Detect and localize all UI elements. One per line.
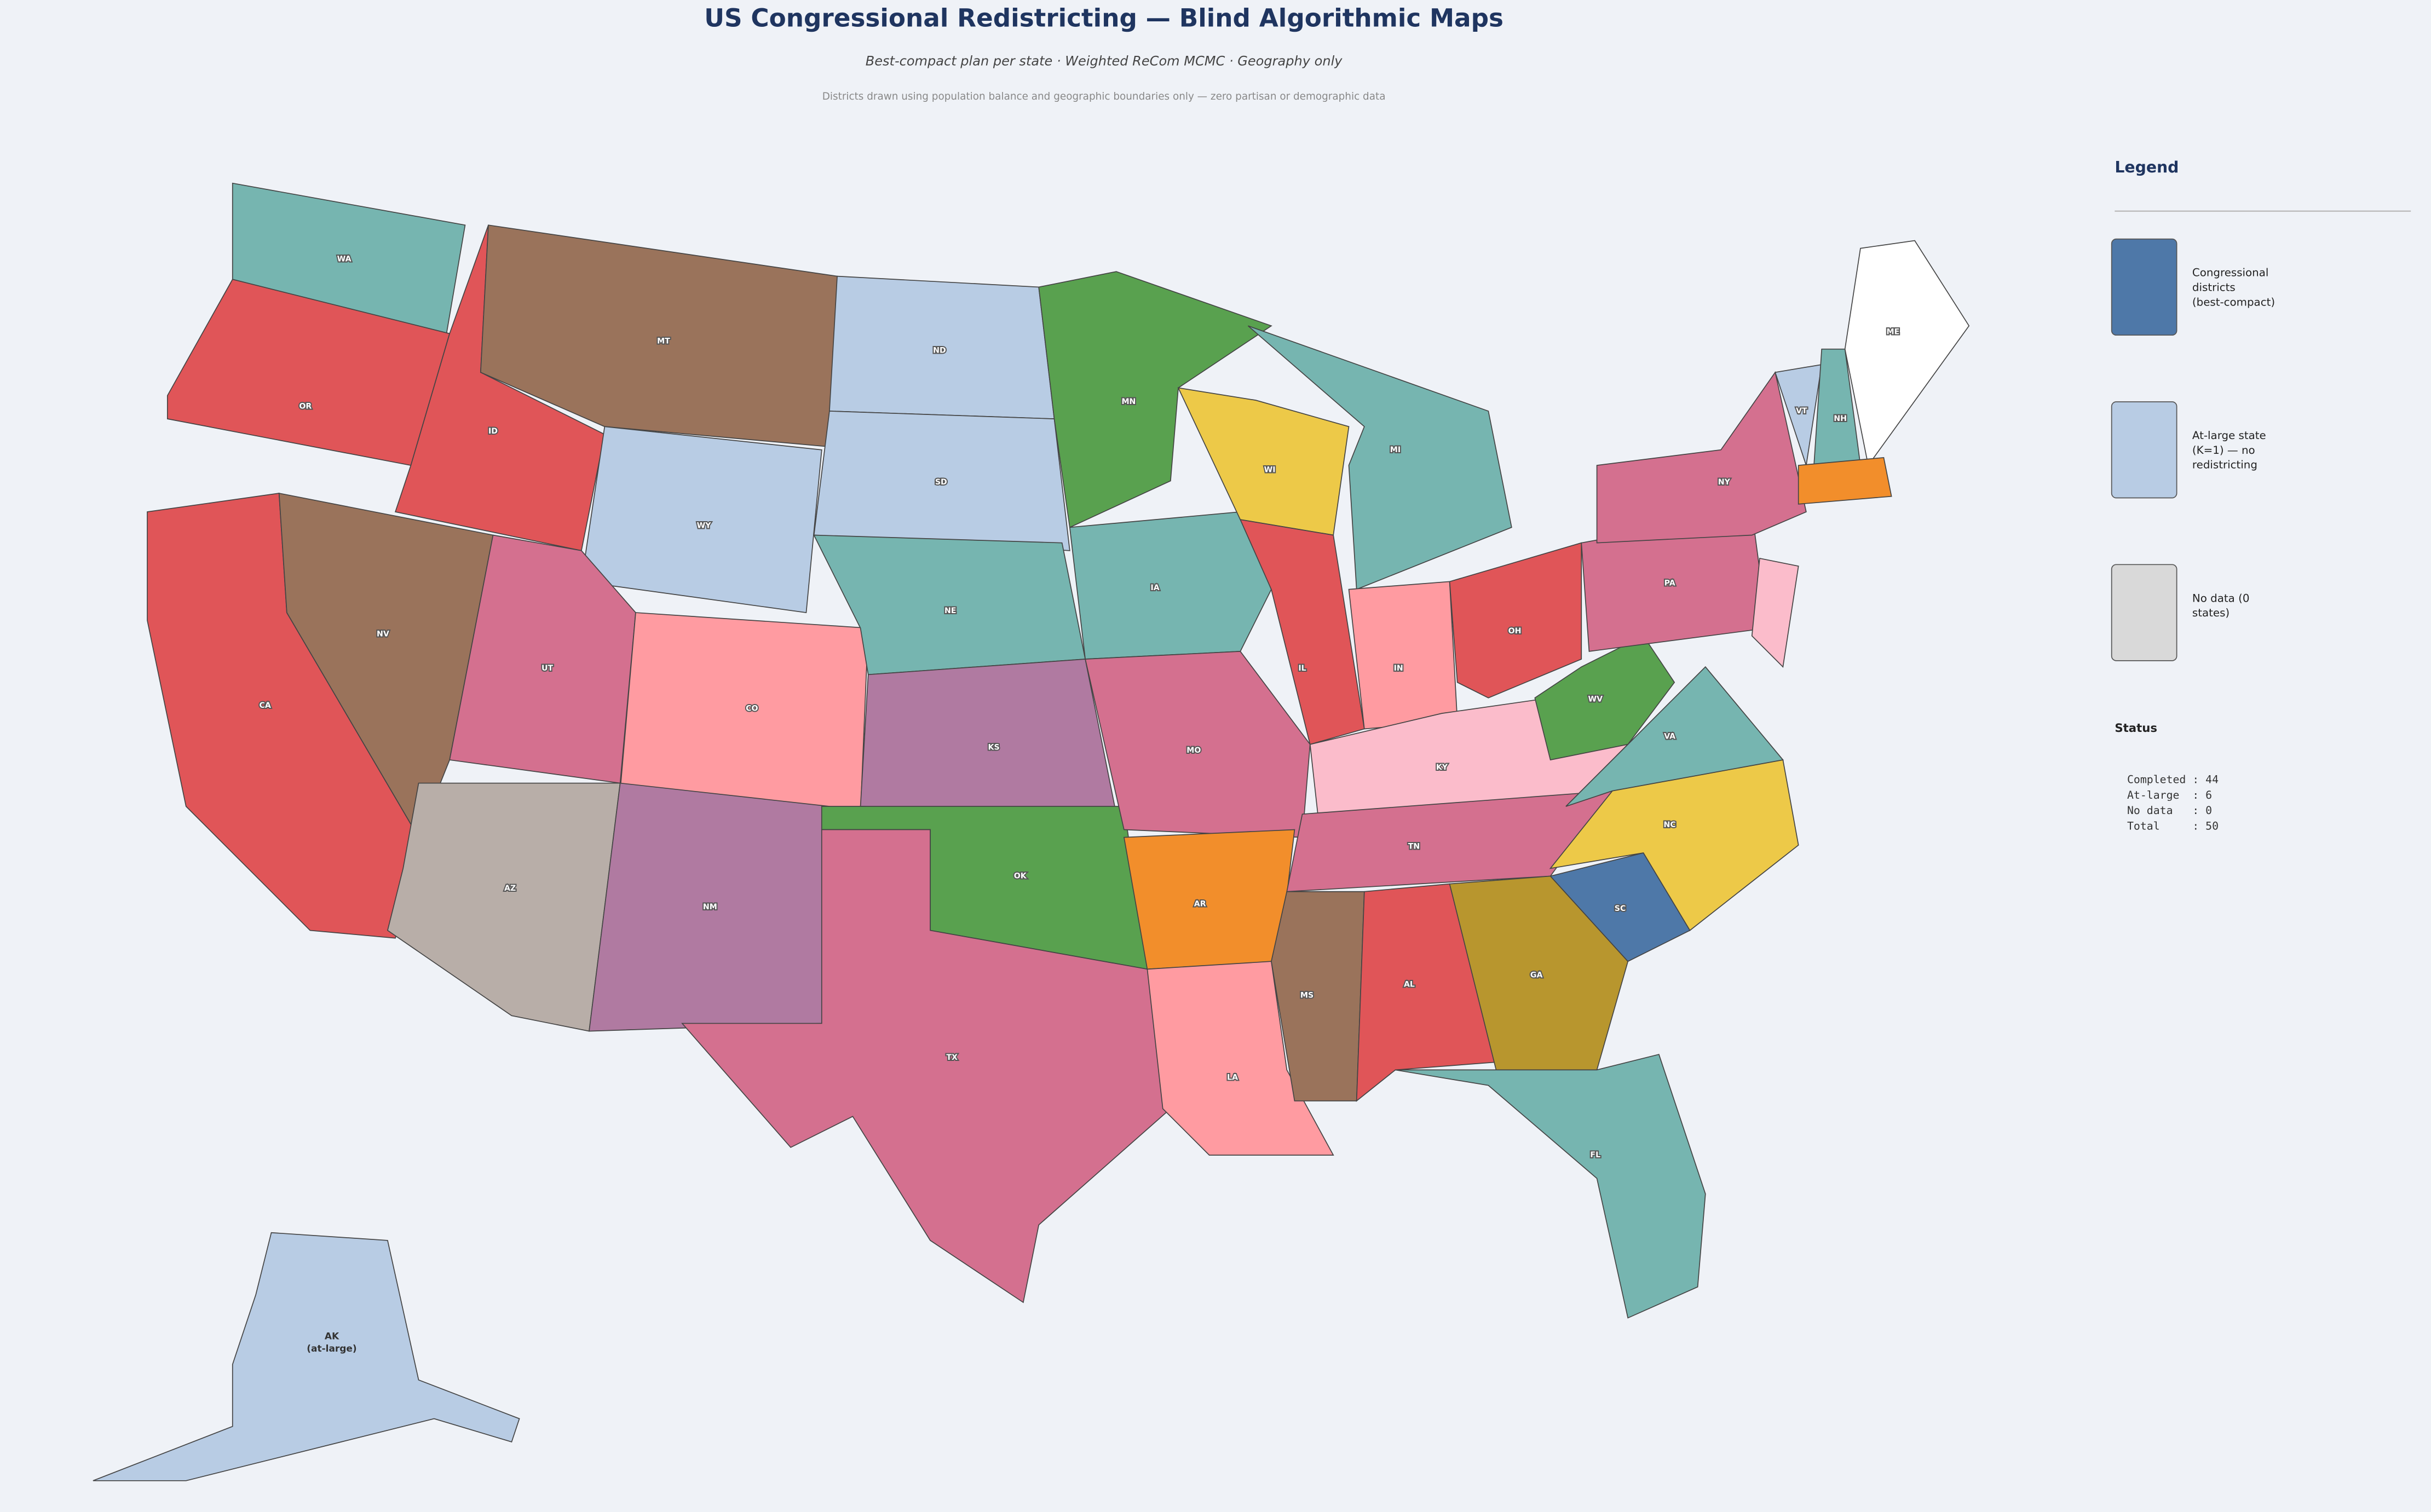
state-shape xyxy=(1177,387,1350,536)
state-label: VT xyxy=(1796,407,1807,415)
state-label: AR xyxy=(1194,899,1206,908)
state-label: LA xyxy=(1227,1074,1238,1082)
state-label: ME xyxy=(1887,328,1900,337)
state-shape xyxy=(1596,371,1807,544)
state-shape xyxy=(1038,271,1272,528)
state-shape xyxy=(1534,635,1675,761)
state-shape xyxy=(860,659,1117,815)
state-shape xyxy=(619,612,869,815)
state-label: GA xyxy=(1530,971,1543,980)
state-shape xyxy=(1239,519,1365,745)
legend-title: Legend xyxy=(2115,158,2179,176)
state-label: TX xyxy=(946,1053,958,1062)
alaska-label: AK xyxy=(325,1331,339,1342)
legend-swatch xyxy=(2111,238,2177,336)
legend-swatch xyxy=(2111,401,2177,499)
state-label: ID xyxy=(488,427,498,436)
legend: Legend Status Congressional districts (bes… xyxy=(2111,158,2411,833)
state-label: MI xyxy=(1390,446,1401,454)
state-label: SD xyxy=(935,478,947,487)
state-label: NH xyxy=(1834,414,1847,423)
state-shape xyxy=(1449,542,1582,699)
state-label: WA xyxy=(337,255,352,263)
status-line: No data : 0 xyxy=(2127,804,2212,817)
state-shape xyxy=(1844,240,1970,467)
state-label: IA xyxy=(1150,584,1159,592)
legend-label: No data (0 states) xyxy=(2192,592,2250,619)
state-label: KS xyxy=(988,743,999,752)
state-shape xyxy=(1271,891,1365,1101)
legend-swatch xyxy=(2111,564,2177,661)
state-label: PA xyxy=(1664,579,1675,587)
alaska-shape xyxy=(93,1232,520,1481)
state-label: MT xyxy=(657,337,670,346)
state-label: OH xyxy=(1508,627,1522,636)
status-line: Completed : 44 xyxy=(2127,774,2219,786)
state-shape xyxy=(1085,650,1311,838)
status-line: Total : 50 xyxy=(2127,820,2219,833)
state-label: NE xyxy=(944,607,956,615)
state-label: SC xyxy=(1615,904,1626,913)
state-shape xyxy=(1798,457,1892,505)
state-label: TN xyxy=(1408,842,1420,851)
state-label: ND xyxy=(933,347,946,355)
state-label: WI xyxy=(1264,466,1276,475)
states-layer xyxy=(93,182,1970,1481)
state-label: MS xyxy=(1300,991,1314,1000)
note: Districts drawn using population balance… xyxy=(822,91,1386,102)
state-shape xyxy=(1565,666,1784,807)
state-shape xyxy=(394,224,606,551)
state-label: WY xyxy=(697,522,712,530)
state-label: NM xyxy=(703,903,717,911)
state-label: NY xyxy=(1718,478,1731,487)
state-label: CO xyxy=(746,705,758,713)
state-label: NV xyxy=(377,630,389,639)
alaska-note: (at-large) xyxy=(307,1343,356,1354)
title: US Congressional Redistricting — Blind A… xyxy=(704,4,1503,33)
state-label: MO xyxy=(1186,746,1201,755)
state-label: UT xyxy=(541,664,553,673)
subtitle: Best-compact plan per state · Weighted R… xyxy=(866,54,1343,69)
state-shape xyxy=(1356,883,1497,1102)
state-label: IL xyxy=(1298,664,1306,673)
legend-label: At-large state (K=1) — no redistricting xyxy=(2192,429,2266,471)
state-label: MN xyxy=(1121,397,1136,406)
state-label: AZ xyxy=(504,884,516,893)
state-label: CA xyxy=(260,701,271,710)
status-title: Status xyxy=(2115,722,2157,735)
state-label: OK xyxy=(1014,872,1027,880)
state-label: AL xyxy=(1404,980,1415,989)
state-label: IN xyxy=(1394,664,1403,673)
state-label: FL xyxy=(1590,1151,1600,1159)
state-shape xyxy=(681,829,1171,1303)
state-shape xyxy=(1751,557,1799,668)
state-shape xyxy=(480,224,838,448)
state-shape xyxy=(1449,875,1629,1071)
state-label: NC xyxy=(1664,821,1676,829)
state-shape xyxy=(1775,363,1823,466)
legend-label: Congressional districts (best-compact) xyxy=(2192,267,2275,309)
state-label: WV xyxy=(1588,695,1603,704)
state-shape xyxy=(813,411,1070,551)
state-label: OR xyxy=(299,402,312,411)
state-shape xyxy=(580,426,822,614)
state-label: KY xyxy=(1436,763,1448,772)
state-shape xyxy=(1395,1054,1706,1319)
labels-layer: WA OR CA NV ID MT WY UT AZ CO NM ND SD NE KS OK TX MN IA MO… xyxy=(258,253,1901,1161)
state-label: VA xyxy=(1664,732,1675,741)
state-shape xyxy=(1069,511,1272,660)
state-shape xyxy=(1348,581,1458,730)
state-shape xyxy=(1123,829,1295,970)
status-line: At-large : 6 xyxy=(2127,789,2212,801)
